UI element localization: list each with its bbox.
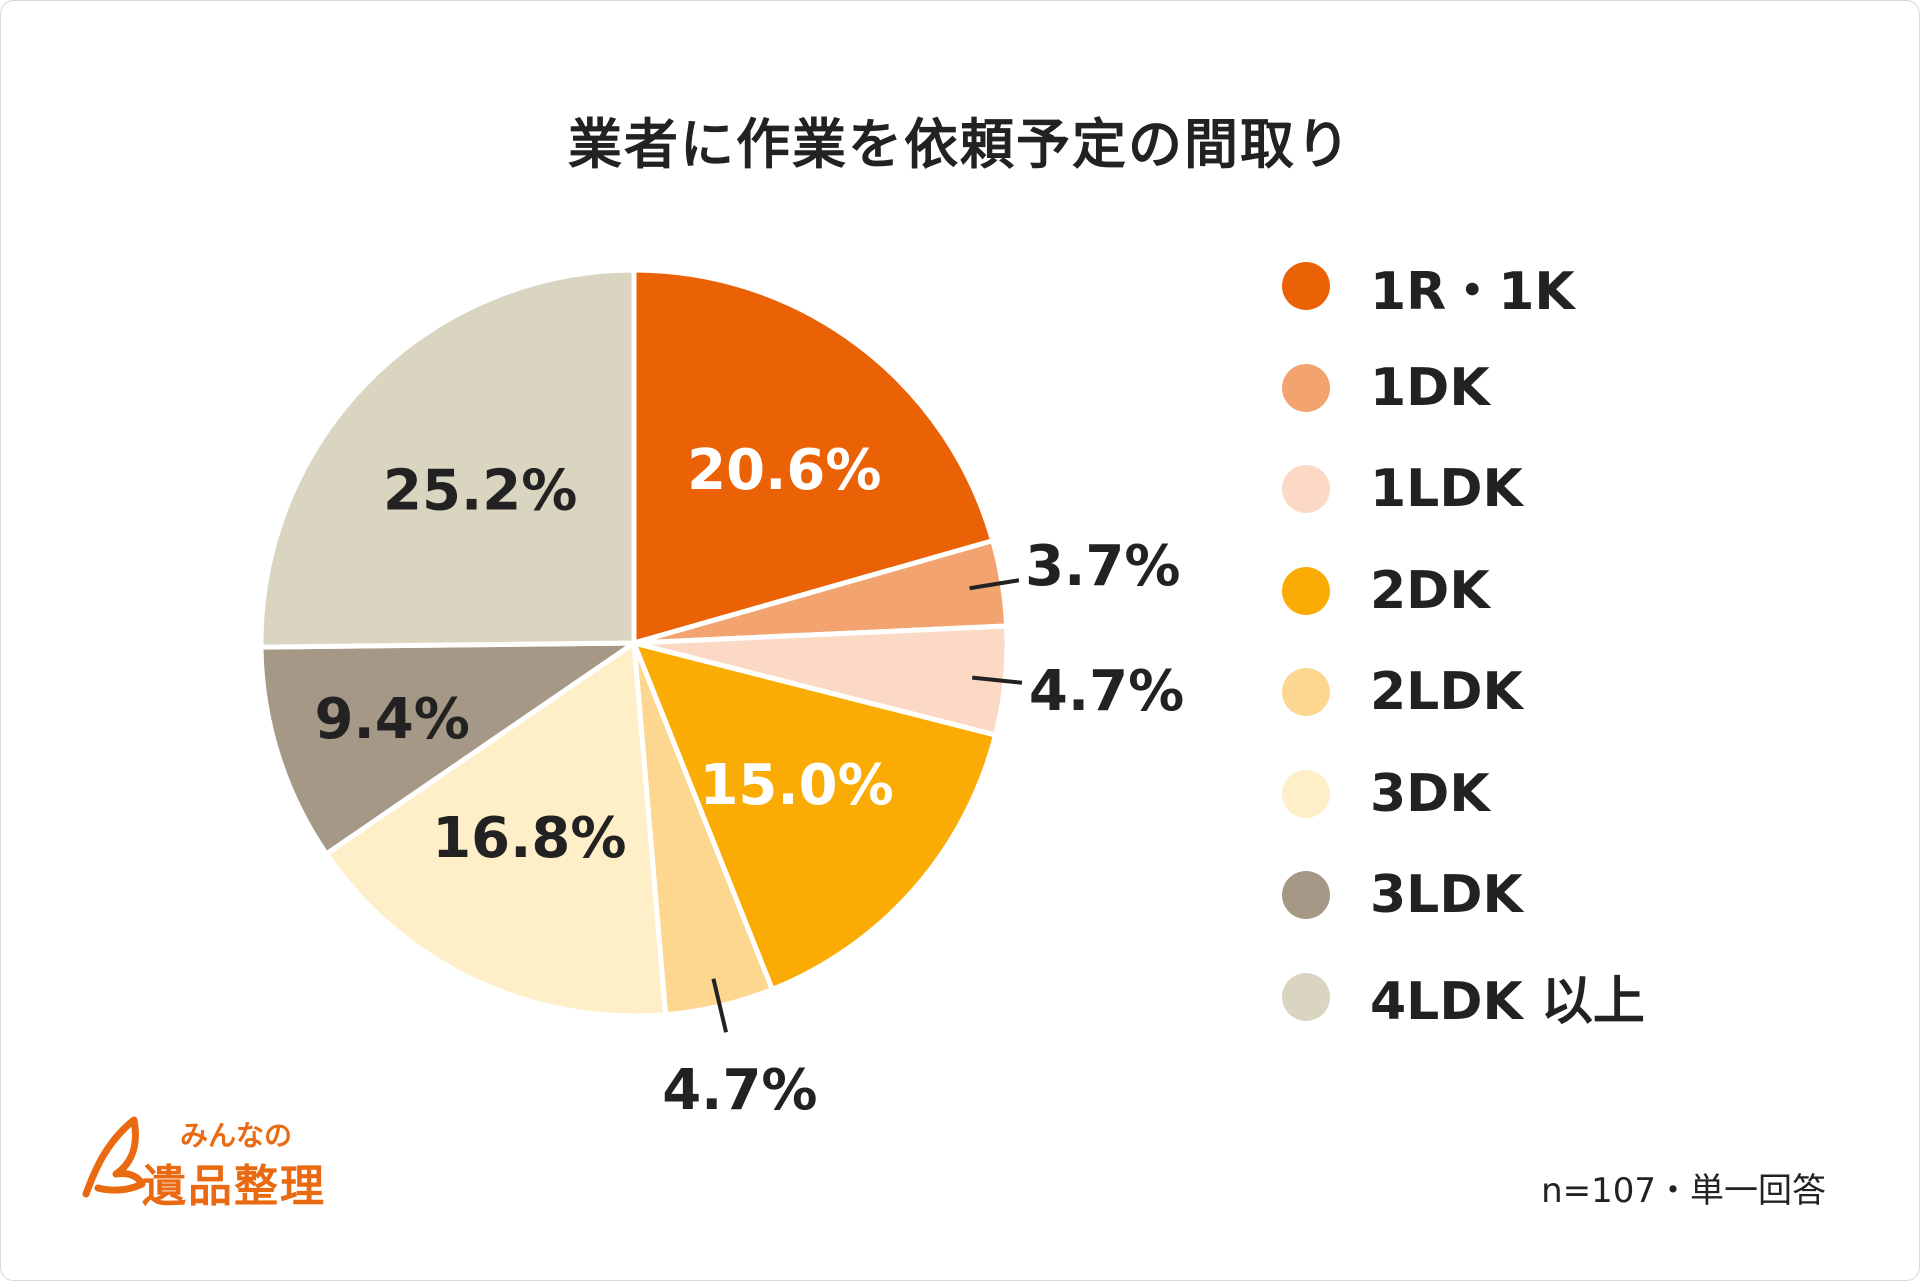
legend-item-3: 1LDK — [1282, 459, 1782, 519]
pie-slice-7 — [258, 640, 637, 857]
legend-item-2: 1DK — [1282, 358, 1782, 418]
legend-swatch — [1282, 262, 1330, 310]
legend-label: 3DK — [1370, 763, 1490, 824]
data-label-2: 3.7% — [1025, 534, 1180, 599]
data-label-6: 16.8% — [432, 806, 626, 871]
data-label-8: 25.2% — [383, 458, 577, 523]
legend-swatch — [1282, 769, 1330, 818]
legend-item-5: 2LDK — [1282, 662, 1782, 722]
legend-label: 1LDK — [1370, 459, 1523, 519]
data-label-5: 4.7% — [662, 1058, 817, 1123]
legend-swatch — [1282, 871, 1330, 919]
data-label-1: 20.6% — [687, 438, 881, 503]
legend-item-6: 3DK — [1282, 764, 1782, 824]
legend-item-8: 4LDK 以上 — [1282, 967, 1782, 1032]
legend-swatch — [1282, 972, 1330, 1021]
legend-label: 2LDK — [1370, 662, 1523, 722]
logo-text-small: みんなの — [180, 1119, 293, 1152]
legend-swatch — [1282, 668, 1330, 716]
leader-line-2 — [969, 578, 1020, 591]
logo: みんなの 遺品整理 — [76, 1112, 376, 1212]
legend-label: 1DK — [1370, 357, 1490, 418]
sample-size-note: n=107・単一回答 — [1541, 1171, 1826, 1211]
logo-text-large: 遺品整理 — [142, 1161, 326, 1212]
pie-slice-8 — [258, 267, 637, 650]
legend-label: 1R・1K — [1370, 261, 1575, 322]
data-label-3: 4.7% — [1029, 659, 1184, 724]
pie-slice-1 — [631, 267, 996, 646]
legend-item-7: 3LDK — [1282, 865, 1782, 925]
legend-item-4: 2DK — [1282, 561, 1782, 621]
data-label-4: 15.0% — [699, 753, 893, 818]
leader-line-5 — [711, 978, 729, 1033]
legend-swatch — [1282, 465, 1330, 513]
chart-title: 業者に作業を依頼予定の間取り — [568, 113, 1352, 176]
legend-label: 3LDK — [1370, 865, 1523, 925]
legend-swatch — [1282, 566, 1330, 615]
leader-line-3 — [972, 675, 1023, 685]
wing-icon — [82, 1116, 146, 1198]
data-label-7: 9.4% — [314, 687, 469, 752]
pie-slice-6 — [323, 640, 669, 1019]
legend-item-1: 1R・1K — [1282, 256, 1782, 322]
legend-swatch — [1282, 363, 1330, 412]
pie-slice-4 — [631, 640, 998, 992]
legend-label: 4LDK 以上 — [1370, 972, 1645, 1032]
legend-label: 2DK — [1370, 560, 1490, 621]
